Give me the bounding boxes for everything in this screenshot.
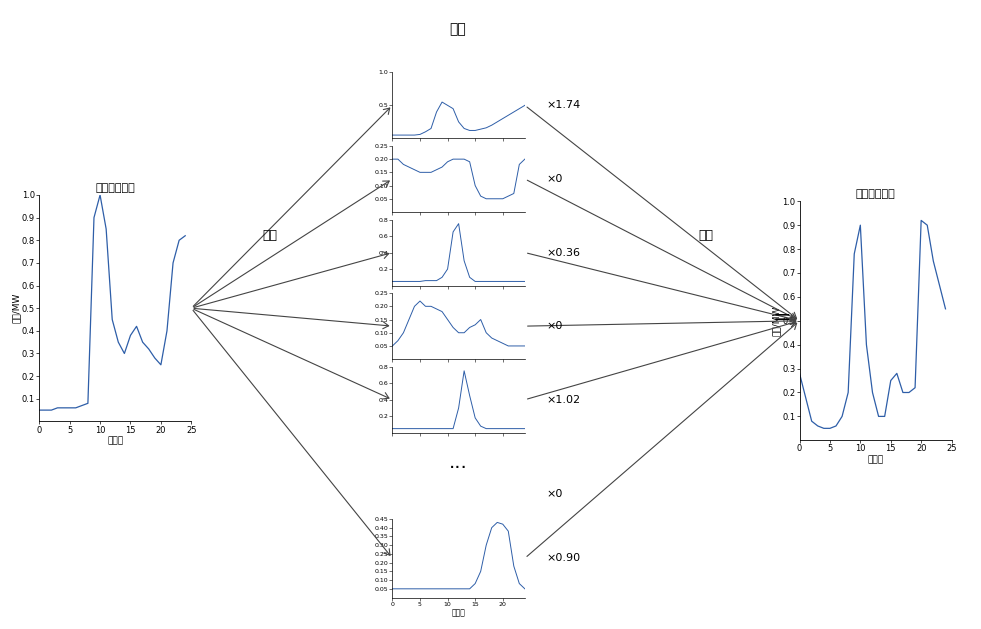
X-axis label: 小时数: 小时数	[107, 436, 124, 445]
Text: ×0.90: ×0.90	[546, 554, 581, 563]
Text: 编码: 编码	[262, 230, 278, 242]
Text: =: =	[773, 308, 791, 328]
Title: 重构负荷曲线: 重构负荷曲线	[855, 189, 896, 199]
Text: ×0.36: ×0.36	[546, 248, 581, 257]
Y-axis label: 负荷/MW: 负荷/MW	[12, 293, 21, 323]
Title: 原始负荷曲线: 原始负荷曲线	[95, 183, 135, 193]
Text: ×0: ×0	[546, 321, 563, 331]
Y-axis label: 负荷/MW: 负荷/MW	[772, 306, 781, 336]
Text: ×0: ×0	[546, 174, 563, 184]
Text: ×1.02: ×1.02	[546, 395, 581, 404]
Text: ×0: ×0	[546, 489, 563, 499]
X-axis label: 小时数: 小时数	[867, 455, 884, 464]
Text: ···: ···	[448, 459, 468, 478]
Text: 字典: 字典	[449, 22, 467, 36]
X-axis label: 小时数: 小时数	[451, 608, 466, 617]
Text: 重构: 重构	[698, 230, 714, 242]
Text: ×1.74: ×1.74	[546, 101, 581, 110]
